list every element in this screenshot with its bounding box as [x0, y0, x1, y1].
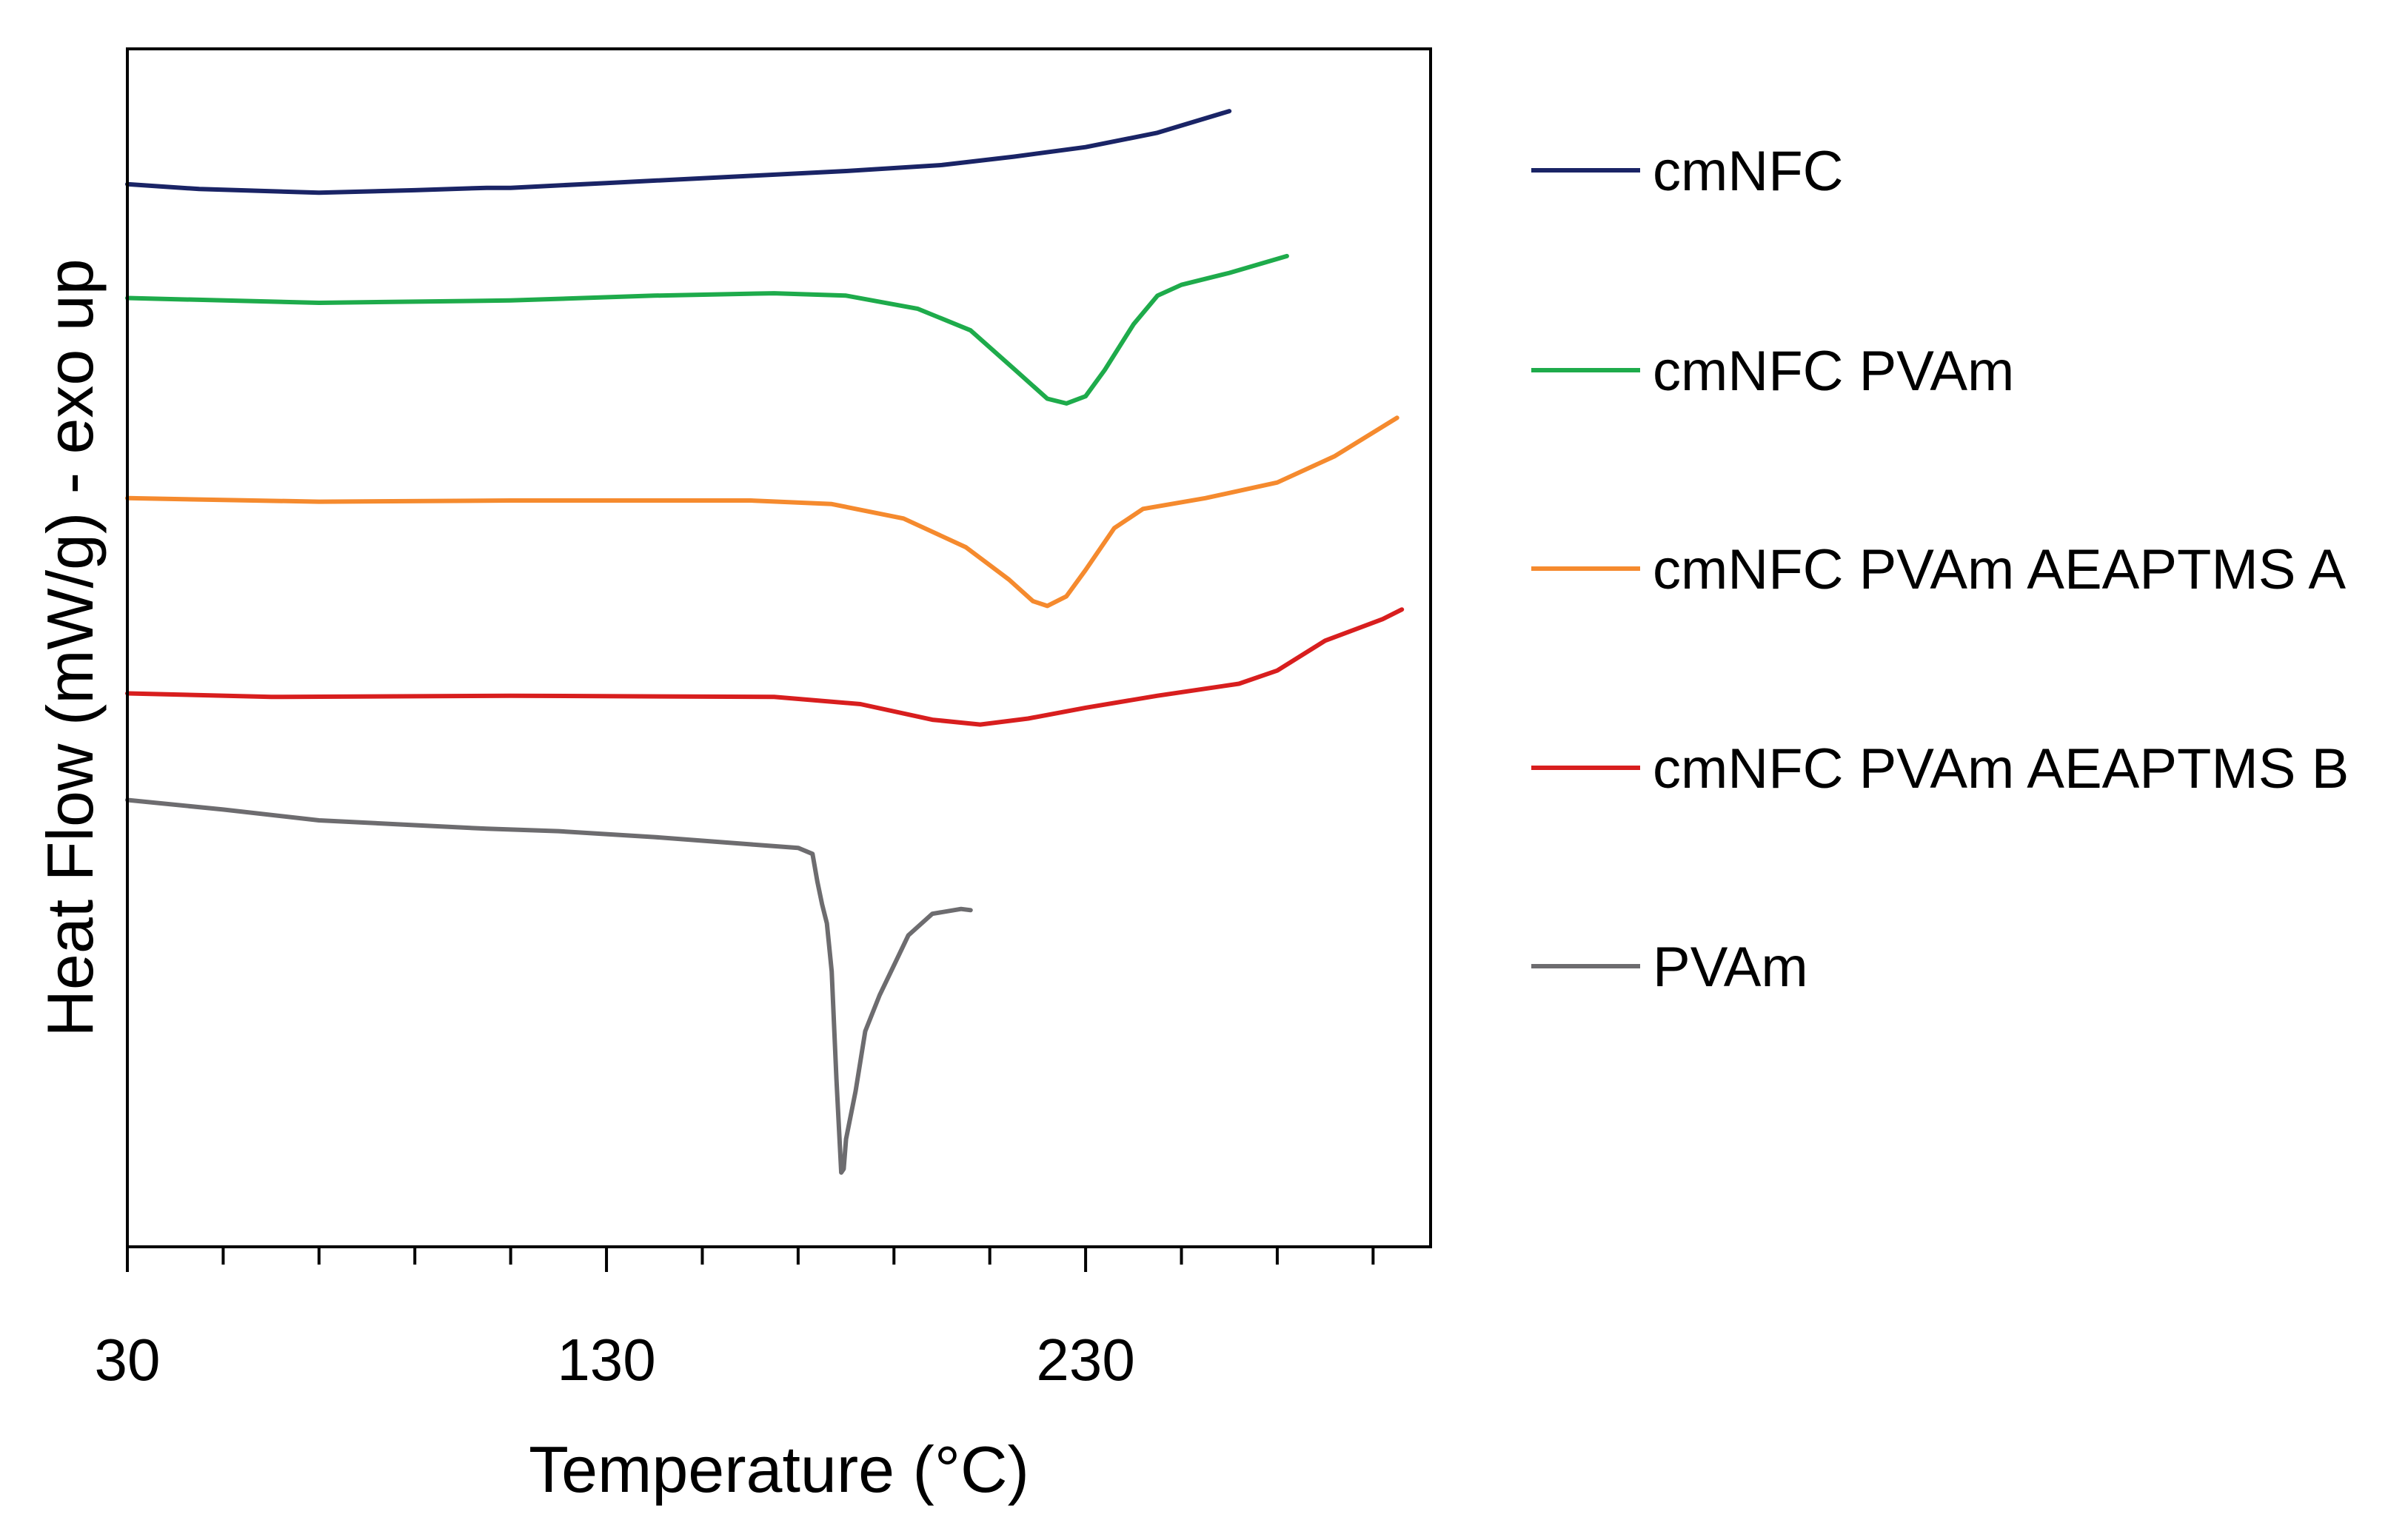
x-axis-title: Temperature (°C): [529, 1433, 1029, 1506]
legend-item-cmnfc-pvam-aeaptms-b: cmNFC PVAm AEAPTMS B: [1531, 737, 2349, 800]
legend-label: cmNFC PVAm AEAPTMS B: [1653, 737, 2349, 800]
x-tick-label: 130: [557, 1327, 655, 1393]
legend-label: cmNFC PVAm: [1653, 340, 2014, 403]
legend-item-cmnfc: cmNFC: [1531, 140, 1844, 203]
legend-item-cmnfc-pvam-aeaptms-a: cmNFC PVAm AEAPTMS A: [1531, 538, 2346, 601]
legend-label: cmNFC: [1653, 140, 1844, 203]
series-line-pvam: [125, 797, 973, 1175]
x-tick-label: 230: [1036, 1327, 1134, 1393]
x-tick-label: 30: [95, 1327, 161, 1393]
plot-frame: [126, 47, 1432, 1248]
legend-item-cmnfc-pvam: cmNFC PVAm: [1531, 340, 2014, 403]
series-line-cmnfc-pvam: [125, 253, 1289, 406]
legend: cmNFC cmNFC PVAm cmNFC PVAm AEAPTMS A cmNFC…: [1531, 140, 2349, 999]
x-axis-ticks: 30 130 230: [95, 1247, 1375, 1393]
series-line-cmnfc-pvam-aeaptms-b: [125, 607, 1405, 727]
legend-item-pvam: PVAm: [1531, 936, 1808, 999]
y-axis-title: Heat Flow (mW/g) - exo up: [33, 258, 107, 1037]
series-layer: [125, 109, 1405, 1175]
series-line-cmnfc-pvam-aeaptms-a: [125, 415, 1399, 609]
legend-label: cmNFC PVAm AEAPTMS A: [1653, 538, 2346, 601]
series-line-cmnfc: [125, 109, 1232, 195]
legend-label: PVAm: [1653, 936, 1808, 999]
